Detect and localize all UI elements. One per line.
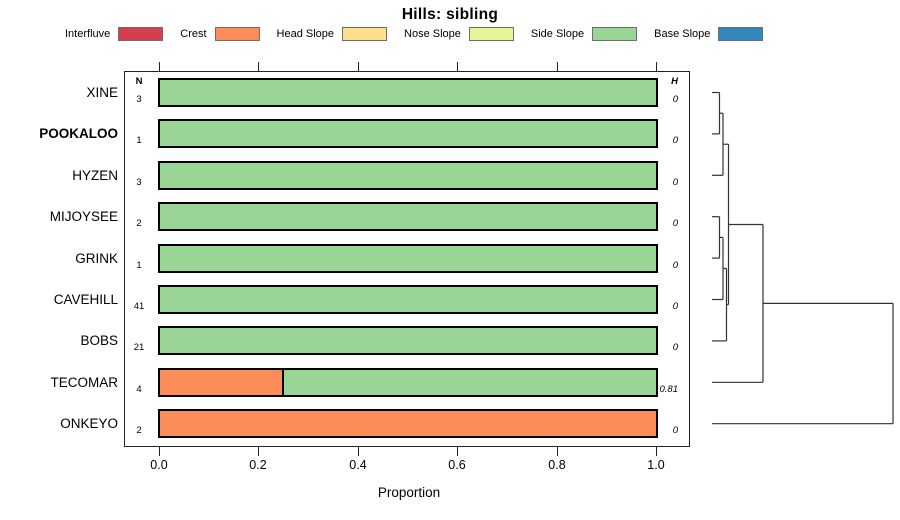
row-label: GRINK <box>75 251 118 266</box>
legend-item: Interfluve <box>65 27 164 41</box>
x-tick-label: 0.2 <box>249 458 267 472</box>
row-label: CAVEHILL <box>53 292 118 307</box>
axis-tick-top <box>656 62 657 71</box>
n-column-header: N <box>135 76 143 87</box>
h-value: 0.81 <box>659 384 679 395</box>
axis-tick-bottom <box>656 447 657 456</box>
h-value: 0 <box>672 94 678 105</box>
h-column-header: H <box>671 76 678 87</box>
x-tick-label: 0.0 <box>150 458 168 472</box>
n-value: 3 <box>136 177 142 188</box>
h-value: 0 <box>672 218 678 229</box>
legend-label: Crest <box>180 28 207 40</box>
bar-hyzen <box>158 161 658 190</box>
legend-label: Base Slope <box>654 28 711 40</box>
h-value: 0 <box>672 342 678 353</box>
n-value: 4 <box>136 384 142 395</box>
bar-segment-side-slope <box>282 368 658 397</box>
bar-xine <box>158 78 658 107</box>
legend-swatch <box>718 27 764 41</box>
row-label: XINE <box>86 85 118 100</box>
bar-cavehill <box>158 285 658 314</box>
legend-swatch <box>468 27 514 41</box>
bar-segment-crest <box>158 368 285 397</box>
bar-bobs <box>158 326 658 355</box>
plot-area <box>124 71 690 447</box>
bar-mijoysee <box>158 202 658 231</box>
bar-tecomar <box>158 368 658 397</box>
n-value: 2 <box>136 425 142 436</box>
x-tick-label: 0.4 <box>349 458 367 472</box>
row-label: MIJOYSEE <box>49 209 118 224</box>
bar-segment-side-slope <box>158 78 658 107</box>
x-tick-label: 0.8 <box>548 458 566 472</box>
legend: Interfluve Crest Head Slope Nose Slope Side … <box>65 26 764 42</box>
legend-item: Base Slope <box>654 27 764 41</box>
row-label: BOBS <box>80 333 118 348</box>
chart-title: Hills: sibling <box>401 6 499 23</box>
legend-label: Nose Slope <box>404 28 461 40</box>
x-axis-title: Proportion <box>377 485 441 500</box>
legend-swatch <box>118 27 164 41</box>
bar-pookaloo <box>158 119 658 148</box>
row-label: ONKEYO <box>60 416 118 431</box>
legend-item: Crest <box>180 27 260 41</box>
n-value: 3 <box>136 94 142 105</box>
bar-segment-side-slope <box>158 202 658 231</box>
n-value: 21 <box>133 342 145 353</box>
n-value: 1 <box>136 135 142 146</box>
legend-swatch <box>342 27 388 41</box>
bar-grink <box>158 244 658 273</box>
legend-label: Interfluve <box>65 28 111 40</box>
n-value: 2 <box>136 218 142 229</box>
x-tick-label: 0.6 <box>448 458 466 472</box>
bar-onkeyo <box>158 409 658 438</box>
h-value: 0 <box>672 425 678 436</box>
bar-segment-side-slope <box>158 326 658 355</box>
axis-tick-bottom <box>159 447 160 456</box>
bar-segment-side-slope <box>158 119 658 148</box>
bar-segment-crest <box>158 409 658 438</box>
h-value: 0 <box>672 301 678 312</box>
h-value: 0 <box>672 177 678 188</box>
axis-tick-bottom <box>557 447 558 456</box>
legend-item: Side Slope <box>530 27 638 41</box>
row-label: TECOMAR <box>50 375 119 390</box>
h-value: 0 <box>672 260 678 271</box>
legend-label: Head Slope <box>276 28 335 40</box>
n-value: 41 <box>133 301 145 312</box>
bar-segment-side-slope <box>158 161 658 190</box>
n-value: 1 <box>136 260 142 271</box>
legend-item: Nose Slope <box>404 27 514 41</box>
axis-tick-bottom <box>258 447 259 456</box>
legend-swatch <box>592 27 638 41</box>
axis-tick-bottom <box>358 447 359 456</box>
legend-item: Head Slope <box>277 27 388 41</box>
legend-swatch <box>214 27 260 41</box>
bar-segment-side-slope <box>158 285 658 314</box>
x-tick-label: 1.0 <box>647 458 665 472</box>
legend-label: Side Slope <box>530 28 585 40</box>
axis-tick-bottom <box>457 447 458 456</box>
axis-tick-top <box>159 62 160 71</box>
row-label: HYZEN <box>72 168 118 183</box>
h-value: 0 <box>672 135 678 146</box>
row-label: POOKALOO <box>39 126 118 141</box>
axis-tick-top <box>457 62 458 71</box>
axis-tick-top <box>557 62 558 71</box>
axis-tick-top <box>358 62 359 71</box>
axis-tick-top <box>258 62 259 71</box>
bar-segment-side-slope <box>158 244 658 273</box>
